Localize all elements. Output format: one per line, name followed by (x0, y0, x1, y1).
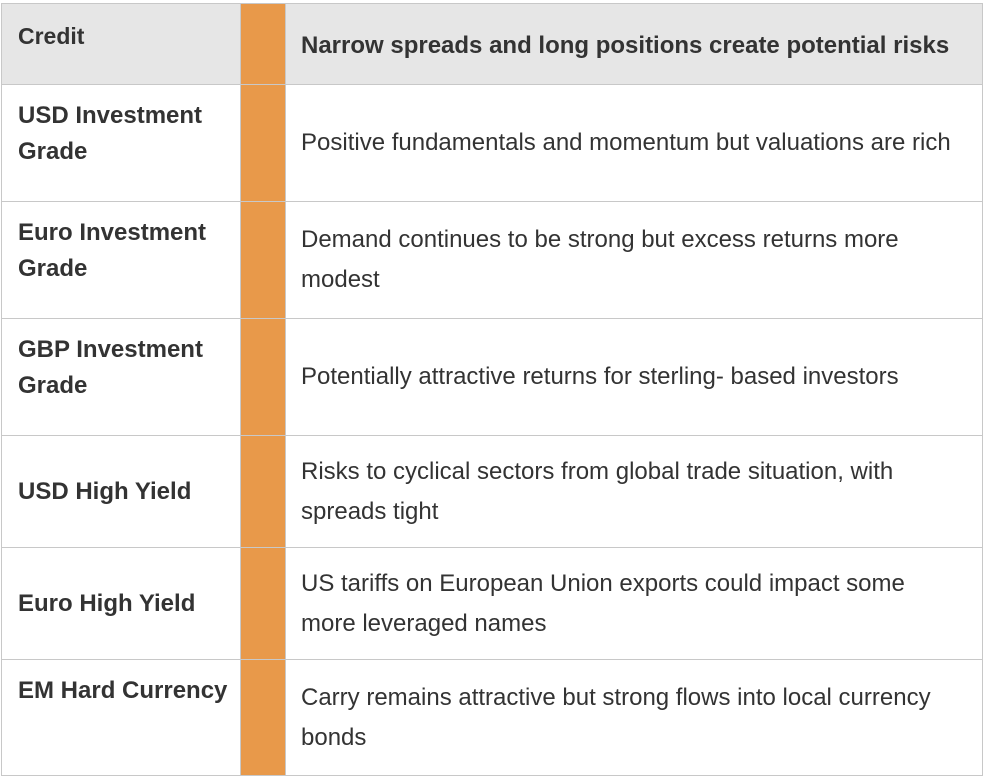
row-indicator-bar (240, 547, 286, 660)
credit-outlook-table: Credit Narrow spreads and long positions… (1, 3, 983, 776)
row-label: USD High Yield (18, 477, 192, 505)
row-label-cell: GBP Investment Grade (1, 318, 241, 436)
row-view: Potentially attractive returns for sterl… (301, 363, 899, 390)
row-view-cell: Carry remains attractive but strong flow… (285, 659, 983, 776)
row-indicator-bar (240, 318, 286, 436)
row-label: EM Hard Currency (18, 677, 228, 704)
header-indicator-bar (240, 3, 286, 85)
row-view: US tariffs on European Union exports cou… (301, 569, 905, 637)
row-indicator-bar (240, 201, 286, 319)
table-row: GBP Investment Grade Potentially attract… (1, 318, 983, 436)
table-row: USD High Yield Risks to cyclical sectors… (1, 435, 983, 548)
header-label: Credit (18, 23, 85, 49)
row-view-cell: Positive fundamentals and momentum but v… (285, 84, 983, 202)
row-view-cell: US tariffs on European Union exports cou… (285, 547, 983, 660)
row-indicator-bar (240, 435, 286, 548)
row-label: USD Investment Grade (18, 102, 203, 165)
row-label-cell: USD High Yield (1, 435, 241, 548)
header-label-cell: Credit (1, 3, 241, 85)
row-view-cell: Potentially attractive returns for sterl… (285, 318, 983, 436)
row-view-cell: Demand continues to be strong but excess… (285, 201, 983, 319)
table-row: Euro High Yield US tariffs on European U… (1, 547, 983, 660)
row-indicator-bar (240, 659, 286, 776)
header-view: Narrow spreads and long positions create… (301, 32, 950, 59)
row-view: Carry remains attractive but strong flow… (301, 683, 931, 751)
row-label-cell: Euro High Yield (1, 547, 241, 660)
row-view: Risks to cyclical sectors from global tr… (301, 457, 894, 525)
row-label-cell: Euro Investment Grade (1, 201, 241, 319)
table-row: USD Investment Grade Positive fundamenta… (1, 84, 983, 202)
row-label: GBP Investment Grade (18, 336, 203, 399)
row-label-cell: USD Investment Grade (1, 84, 241, 202)
row-view: Demand continues to be strong but excess… (301, 226, 899, 293)
table-row: EM Hard Currency Carry remains attractiv… (1, 659, 983, 776)
row-label-cell: EM Hard Currency (1, 659, 241, 776)
row-view-cell: Risks to cyclical sectors from global tr… (285, 435, 983, 548)
row-label: Euro High Yield (18, 589, 196, 617)
row-view: Positive fundamentals and momentum but v… (301, 129, 951, 156)
table-row: Euro Investment Grade Demand continues t… (1, 201, 983, 319)
header-view-cell: Narrow spreads and long positions create… (285, 3, 983, 85)
table-header-row: Credit Narrow spreads and long positions… (1, 3, 983, 85)
row-label: Euro Investment Grade (18, 219, 207, 282)
row-indicator-bar (240, 84, 286, 202)
